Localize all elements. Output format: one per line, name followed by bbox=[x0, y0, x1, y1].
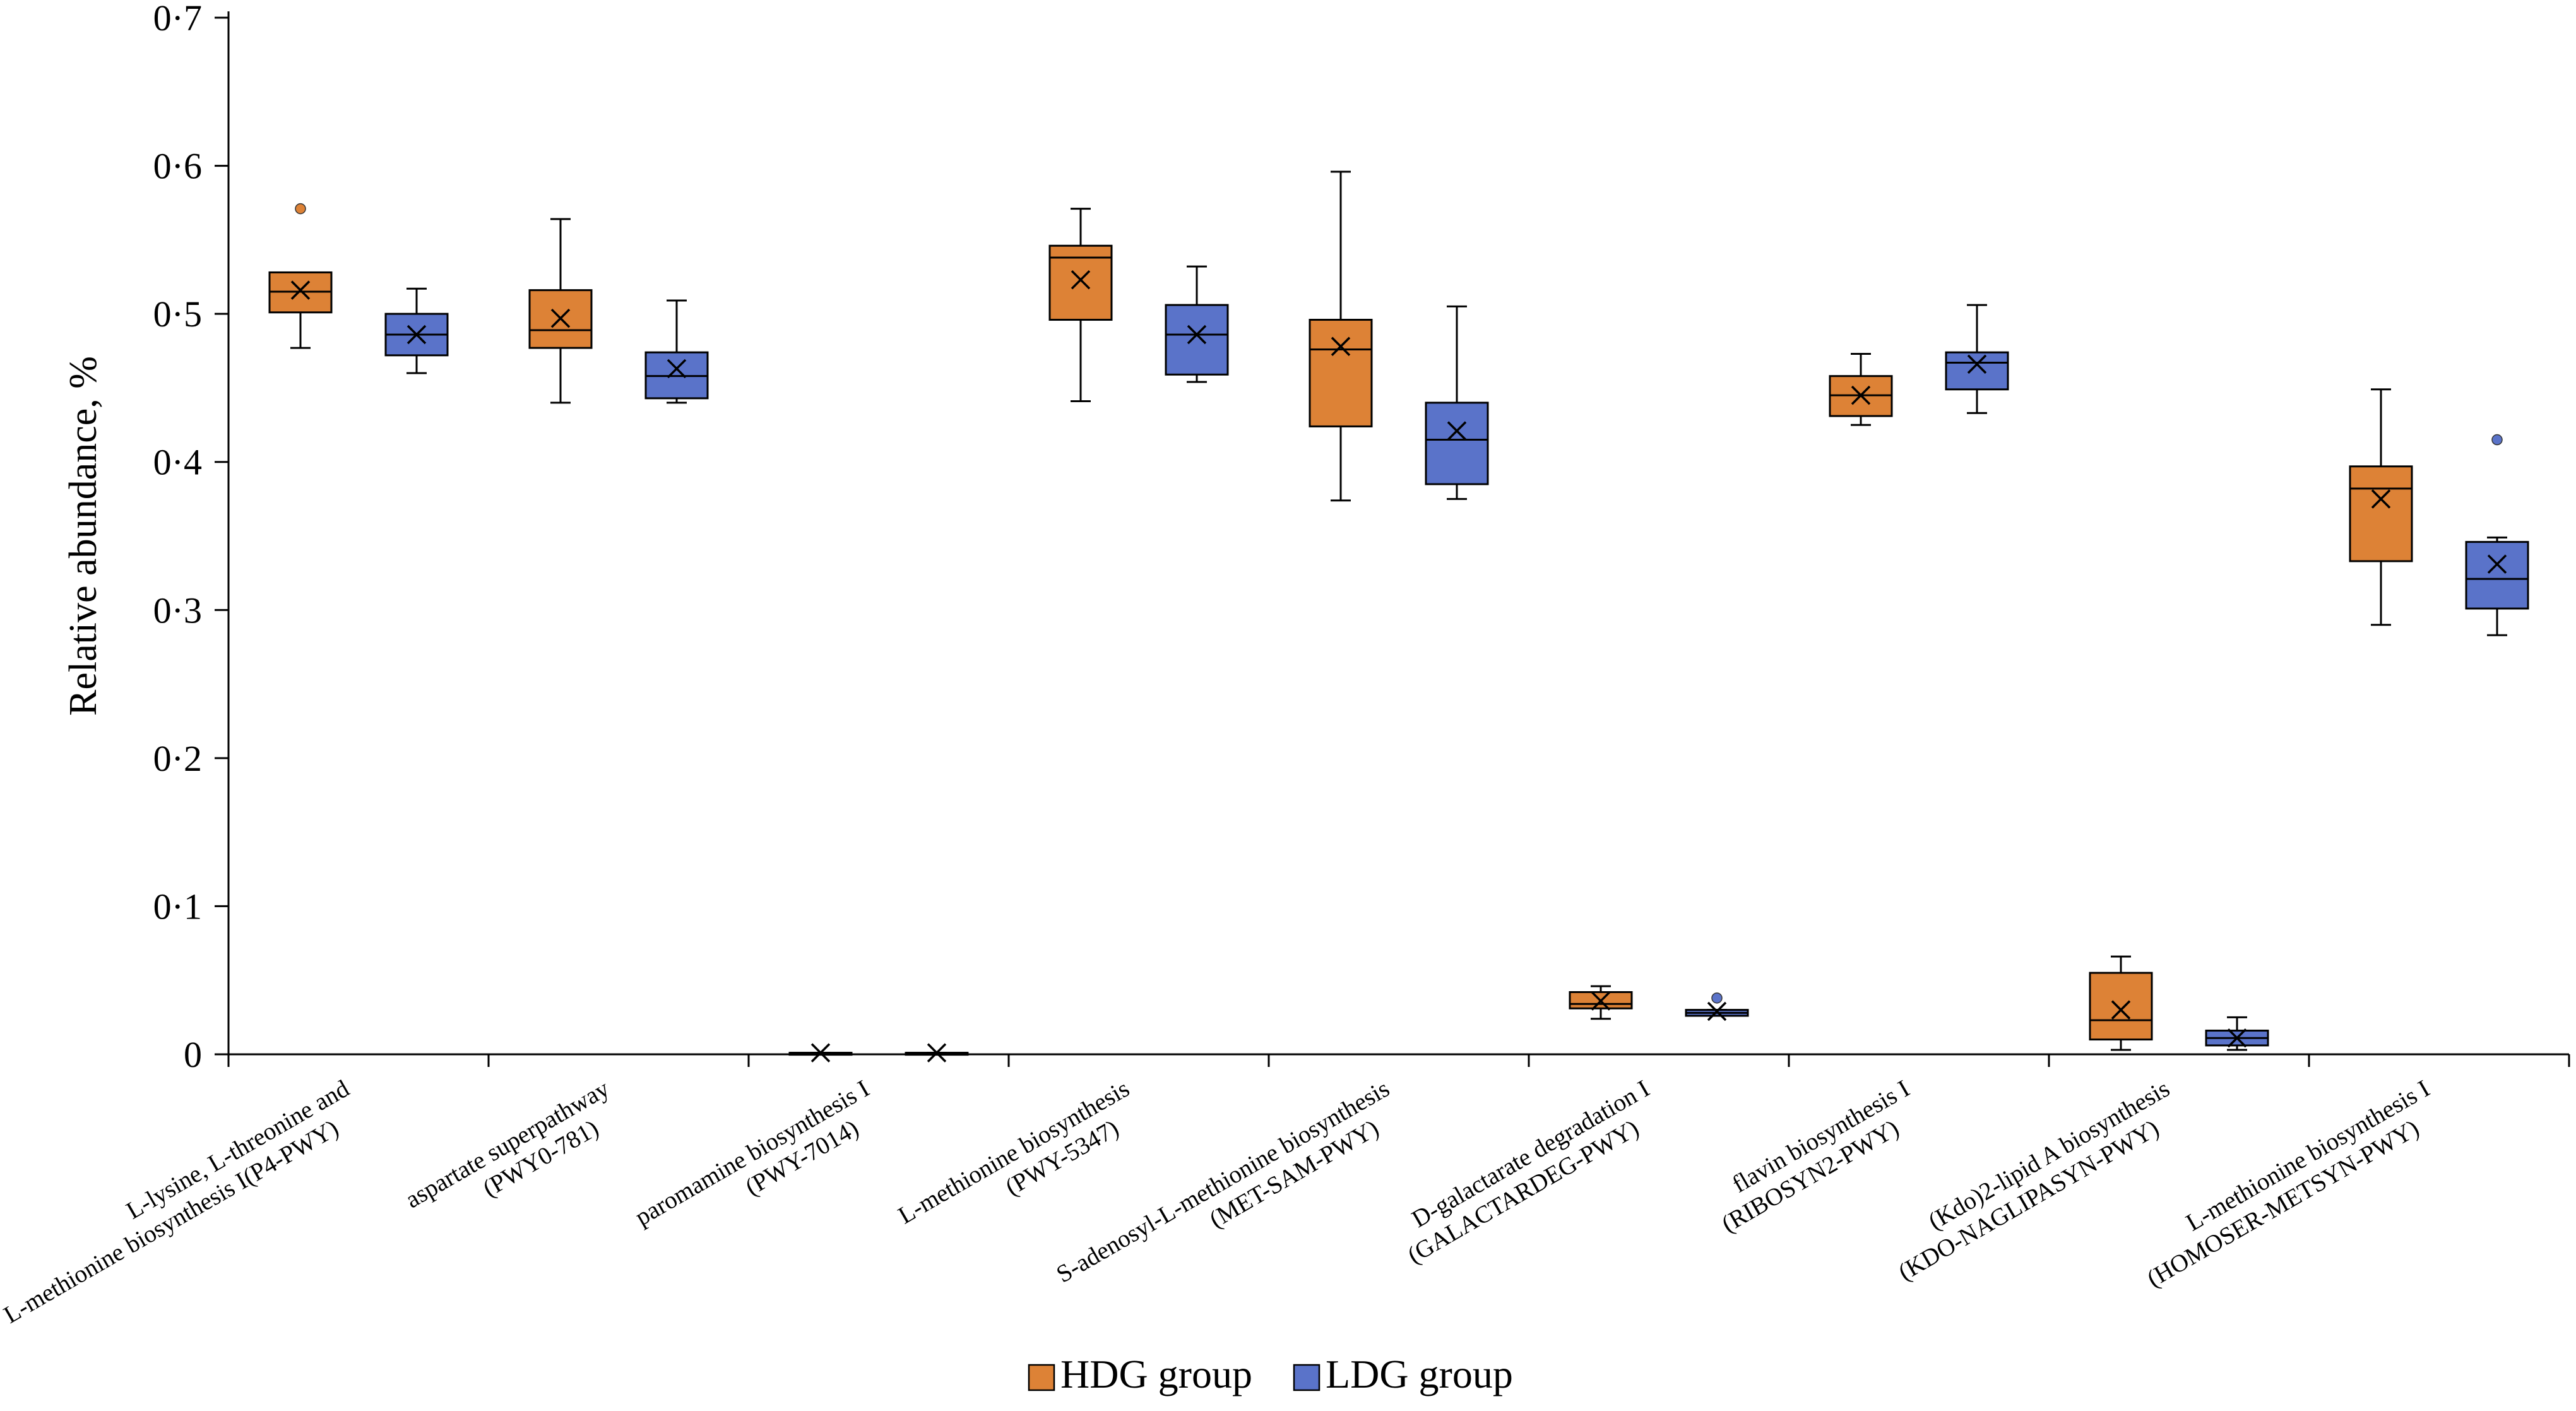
category-label-line: L-methionine biosynthesis I bbox=[2181, 1075, 2434, 1237]
mean-marker bbox=[2111, 1000, 2131, 1020]
mean-marker bbox=[407, 324, 427, 345]
legend-label-hdg: HDG group bbox=[1060, 1352, 1252, 1396]
mean-marker bbox=[1591, 991, 1611, 1011]
box-ldg-5 bbox=[1425, 305, 1489, 500]
box-hdg-4 bbox=[1048, 208, 1113, 403]
box-ldg-3 bbox=[905, 1043, 969, 1063]
box-iqr bbox=[2089, 972, 2153, 1041]
box-hdg-7 bbox=[1829, 352, 1893, 426]
legend-label-ldg: LDG group bbox=[1326, 1352, 1513, 1396]
mean-marker bbox=[1851, 385, 1871, 405]
mean-marker bbox=[2371, 489, 2391, 509]
mean-marker bbox=[1447, 421, 1467, 441]
x-axis bbox=[227, 1053, 2570, 1067]
mean-marker bbox=[550, 308, 571, 328]
box-ldg-1 bbox=[384, 287, 449, 374]
box-groups bbox=[268, 170, 2529, 1063]
box-ldg-8 bbox=[2205, 1016, 2269, 1051]
category-label: aspartate superpathway(PWY0-781) bbox=[401, 1075, 629, 1239]
box-hdg-6 bbox=[1569, 985, 1633, 1020]
category-label-line: L-methionine biosynthesis I(P4-PWY) bbox=[0, 1114, 343, 1328]
box-hdg-8 bbox=[2089, 955, 2153, 1051]
legend-swatch-hdg bbox=[1028, 1364, 1055, 1391]
box-iqr bbox=[1309, 319, 1373, 427]
mean-marker bbox=[927, 1043, 947, 1063]
legend: HDG group LDG group bbox=[1028, 1352, 1513, 1396]
y-tick-label: 0·4 bbox=[153, 442, 202, 483]
category-label-line: (KDO-NAGLIPASYN-PWY) bbox=[1894, 1114, 2163, 1286]
box-iqr bbox=[2465, 540, 2529, 610]
outlier-point bbox=[1711, 992, 1723, 1004]
mean-marker bbox=[1967, 354, 1987, 374]
box-iqr bbox=[2349, 465, 2413, 563]
box-iqr bbox=[1945, 351, 2009, 391]
y-axis: 0 0·1 0·2 0·3 0·4 0·5 0·6 0·7 bbox=[153, 0, 230, 1075]
y-tick-label: 0·6 bbox=[153, 146, 202, 187]
mean-marker bbox=[1071, 270, 1091, 290]
outlier-point bbox=[295, 203, 306, 215]
box-hdg-2 bbox=[528, 218, 593, 404]
box-hdg-5 bbox=[1309, 170, 1373, 502]
box-ldg-6 bbox=[1685, 992, 1749, 1021]
y-tick-label: 0·7 bbox=[153, 0, 202, 39]
mean-marker bbox=[1331, 336, 1351, 356]
category-label: paromamine biosynthesis I(PWY-7014) bbox=[631, 1075, 888, 1256]
category-label: (Kdo)2-lipid A biosynthesis(KDO-NAGLIPAS… bbox=[1879, 1075, 2188, 1286]
y-axis-title: Relative abundance, % bbox=[62, 356, 105, 716]
y-tick-label: 0·1 bbox=[153, 886, 202, 927]
category-label-line: (HOMOSER-METSYN-PWY) bbox=[2142, 1114, 2424, 1292]
mean-marker bbox=[2227, 1028, 2247, 1048]
category-label: L-methionine biosynthesis(PWY-5347) bbox=[894, 1075, 1149, 1255]
y-tick-label: 0·3 bbox=[153, 590, 202, 631]
y-tick-label: 0 bbox=[184, 1034, 202, 1075]
category-label: flavin biosynthesis I(RIBOSYN2-PWY) bbox=[1702, 1075, 1928, 1238]
mean-marker bbox=[667, 359, 687, 379]
mean-marker bbox=[810, 1043, 831, 1063]
box-hdg-3 bbox=[788, 1043, 853, 1063]
box-ldg-2 bbox=[644, 299, 709, 404]
legend-swatch-ldg bbox=[1293, 1364, 1321, 1391]
box-hdg-9 bbox=[2349, 388, 2413, 626]
box-hdg-1 bbox=[268, 203, 333, 349]
box-ldg-4 bbox=[1165, 265, 1229, 383]
category-labels: L-lysine, L-threonine andL-methionine bi… bbox=[0, 1075, 2448, 1329]
mean-marker bbox=[290, 280, 311, 300]
box-iqr bbox=[1165, 304, 1229, 376]
category-label-line: D-galactarate degradation I bbox=[1408, 1075, 1654, 1234]
box-ldg-7 bbox=[1945, 304, 2009, 414]
mean-marker bbox=[2487, 554, 2507, 574]
y-tick-label: 0·2 bbox=[153, 738, 202, 779]
category-label-line: (Kdo)2-lipid A biosynthesis bbox=[1924, 1075, 2175, 1235]
mean-marker bbox=[1187, 324, 1207, 345]
outlier-point bbox=[2491, 434, 2503, 446]
category-label: L-lysine, L-threonine andL-methionine bi… bbox=[0, 1075, 369, 1329]
box-ldg-9 bbox=[2465, 434, 2529, 636]
category-label: D-galactarate degradation I(GALACTARDEG-… bbox=[1389, 1075, 1669, 1270]
box-iqr bbox=[1425, 402, 1489, 485]
mean-marker bbox=[1707, 1001, 1727, 1021]
category-label: L-methionine biosynthesis I(HOMOSER-METS… bbox=[2128, 1075, 2448, 1293]
y-tick-label: 0·5 bbox=[153, 294, 202, 335]
